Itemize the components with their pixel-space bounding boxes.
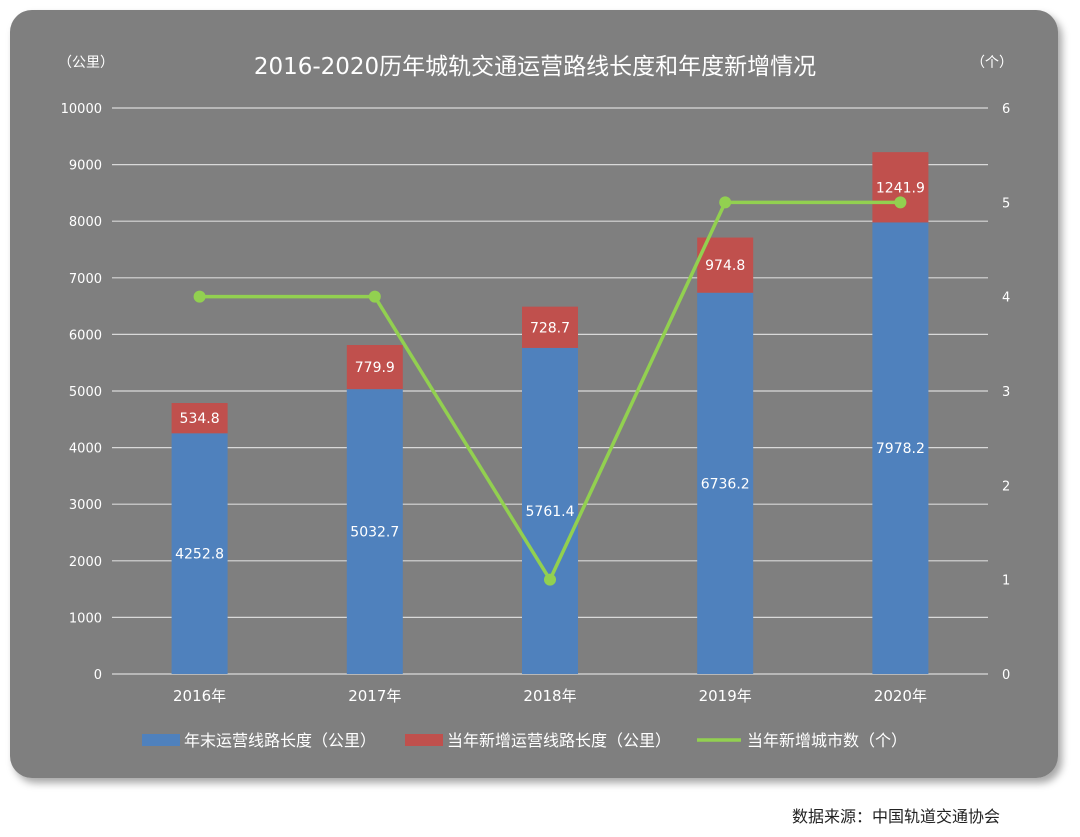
- right-tick-label: 2: [1002, 479, 1010, 494]
- legend-label: 年末运营线路长度（公里）: [184, 731, 376, 750]
- right-axis-unit: （个）: [971, 55, 1013, 71]
- left-tick-label: 10000: [61, 102, 102, 117]
- data-label-new: 534.8: [180, 411, 220, 427]
- x-tick-label: 2016年: [173, 687, 226, 705]
- legend: 年末运营线路长度（公里） 当年新增运营线路长度（公里） 当年新增城市数（个）: [142, 731, 907, 750]
- bar-base-length: [171, 433, 228, 674]
- legend-label: 当年新增运营线路长度（公里）: [447, 731, 671, 750]
- legend-label: 当年新增城市数（个）: [747, 731, 907, 750]
- right-y-axis: 0 1 2 3 4 5 6: [1002, 102, 1010, 683]
- data-label-base: 7978.2: [876, 441, 925, 457]
- chart-title: 2016-2020历年城轨交通运营路线长度和年度新增情况: [254, 54, 816, 80]
- left-axis-unit: （公里）: [58, 55, 114, 71]
- right-tick-label: 3: [1002, 385, 1010, 400]
- bar-base-length: [697, 292, 754, 674]
- city-count-point: [544, 573, 556, 586]
- left-tick-label: 5000: [69, 385, 102, 400]
- left-tick-label: 4000: [69, 442, 102, 457]
- city-count-point: [368, 290, 381, 303]
- legend-swatch: [142, 734, 180, 746]
- left-tick-label: 9000: [69, 159, 102, 174]
- data-label-new: 1241.9: [876, 180, 925, 196]
- bars: 4252.8 534.8 5032.7 779.9 5761.4 728.7 6736.2 9…: [171, 152, 929, 674]
- left-y-axis: 0 1000 2000 3000 4000 5000 6000 7000 8000 9000 100…: [61, 102, 102, 683]
- city-count-point: [894, 196, 907, 209]
- bar-base-length: [872, 222, 929, 674]
- city-count-point: [719, 196, 732, 209]
- bar-new-length: [697, 237, 754, 293]
- left-tick-label: 7000: [69, 272, 102, 287]
- x-axis-labels: 2016年 2017年 2018年 2019年 2020年: [173, 687, 927, 705]
- x-tick-label: 2017年: [348, 687, 401, 705]
- data-label-base: 5761.4: [526, 504, 575, 520]
- right-tick-label: 1: [1002, 574, 1010, 589]
- data-label-base: 4252.8: [175, 547, 224, 563]
- data-label-base: 6736.2: [701, 476, 750, 492]
- city-count-line: [193, 196, 907, 586]
- data-label-base: 5032.7: [350, 525, 399, 541]
- bar-base-length: [346, 389, 403, 674]
- city-count-point: [193, 290, 206, 303]
- right-tick-label: 0: [1002, 668, 1010, 683]
- data-label-new: 974.8: [705, 258, 745, 274]
- right-tick-label: 5: [1002, 196, 1010, 211]
- left-tick-label: 1000: [69, 611, 102, 626]
- left-tick-label: 8000: [69, 215, 102, 230]
- source-note: 数据来源：中国轨道交通协会: [792, 807, 1000, 826]
- x-tick-label: 2018年: [523, 687, 576, 705]
- bar-new-length: [872, 152, 929, 223]
- bar-base-length: [522, 347, 578, 674]
- left-tick-label: 2000: [69, 555, 102, 570]
- data-label-new: 779.9: [355, 360, 395, 376]
- data-label-new: 728.7: [530, 320, 570, 336]
- left-tick-label: 3000: [69, 498, 102, 513]
- left-tick-label: 0: [94, 668, 102, 683]
- right-tick-label: 4: [1002, 291, 1010, 306]
- legend-swatch: [405, 734, 443, 746]
- bar-new-length: [346, 345, 403, 390]
- left-tick-label: 6000: [69, 328, 102, 343]
- x-tick-label: 2020年: [874, 687, 927, 705]
- bar-new-length: [171, 403, 228, 434]
- bar-new-length: [522, 306, 578, 348]
- right-tick-label: 6: [1002, 102, 1010, 117]
- x-tick-label: 2019年: [699, 687, 752, 705]
